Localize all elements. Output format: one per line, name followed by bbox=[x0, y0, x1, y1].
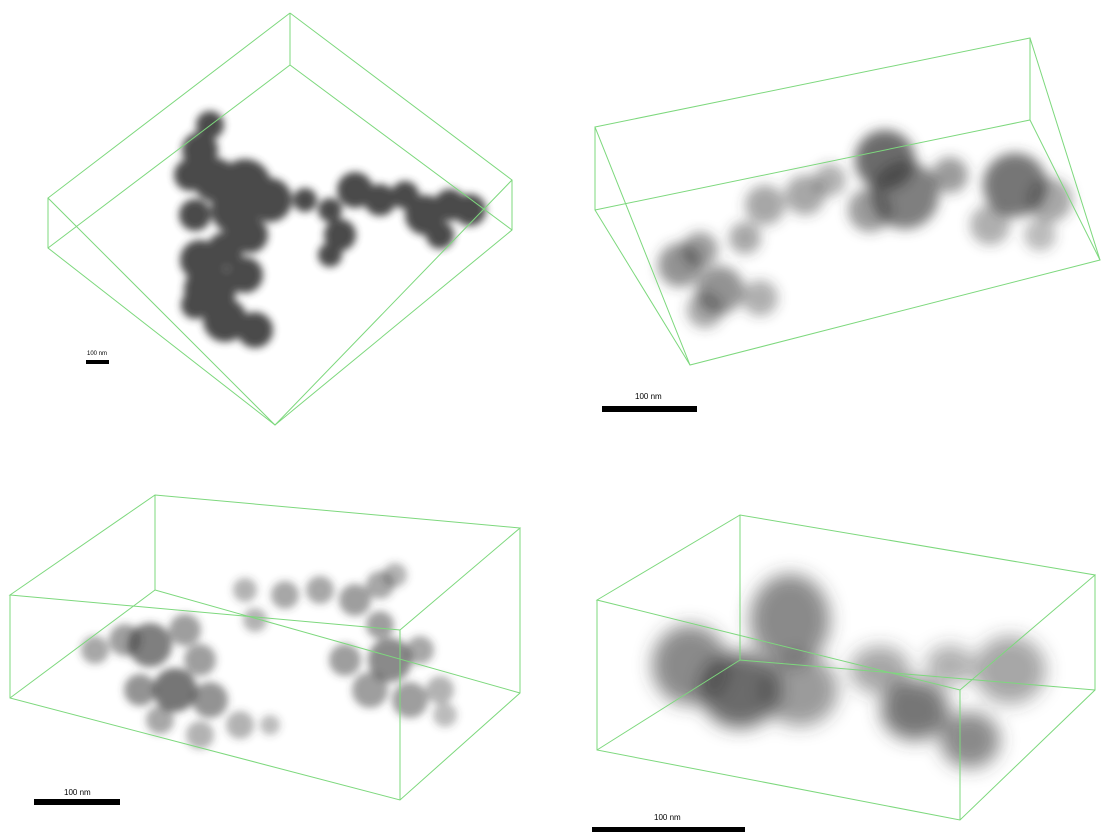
scale-bar-top-left: 100 nm bbox=[86, 351, 116, 366]
scale-bar-bottom-right: 100 nm bbox=[592, 813, 748, 833]
panel-top-left bbox=[47, 12, 513, 426]
bounding-box-bottom-right bbox=[595, 514, 1097, 821]
bounding-box-top-left bbox=[47, 12, 513, 426]
scale-bar-line bbox=[592, 827, 745, 832]
panel-top-right bbox=[594, 37, 1101, 366]
bounding-box-bottom-left bbox=[8, 494, 522, 801]
particle-aggregate-bottom-right bbox=[652, 574, 1046, 768]
panel-bottom-right bbox=[595, 514, 1097, 821]
scale-bar-bottom-left: 100 nm bbox=[34, 788, 124, 810]
particle-aggregate-top-right bbox=[658, 130, 1072, 328]
scale-bar-label: 100 nm bbox=[635, 392, 662, 401]
scale-bar-line bbox=[34, 799, 120, 805]
scale-bar-label: 100 nm bbox=[654, 813, 681, 822]
particle-aggregate-bottom-left bbox=[81, 563, 457, 749]
scale-bar-label: 100 nm bbox=[87, 351, 108, 357]
scale-bar-top-right: 100 nm bbox=[602, 392, 702, 416]
scale-bar-line bbox=[86, 360, 109, 364]
particle-aggregate-top-left bbox=[174, 111, 486, 348]
bounding-box-top-right bbox=[594, 37, 1101, 366]
panel-bottom-left bbox=[8, 494, 522, 801]
scale-bar-label: 100 nm bbox=[64, 788, 91, 797]
scale-bar-line bbox=[602, 406, 697, 412]
